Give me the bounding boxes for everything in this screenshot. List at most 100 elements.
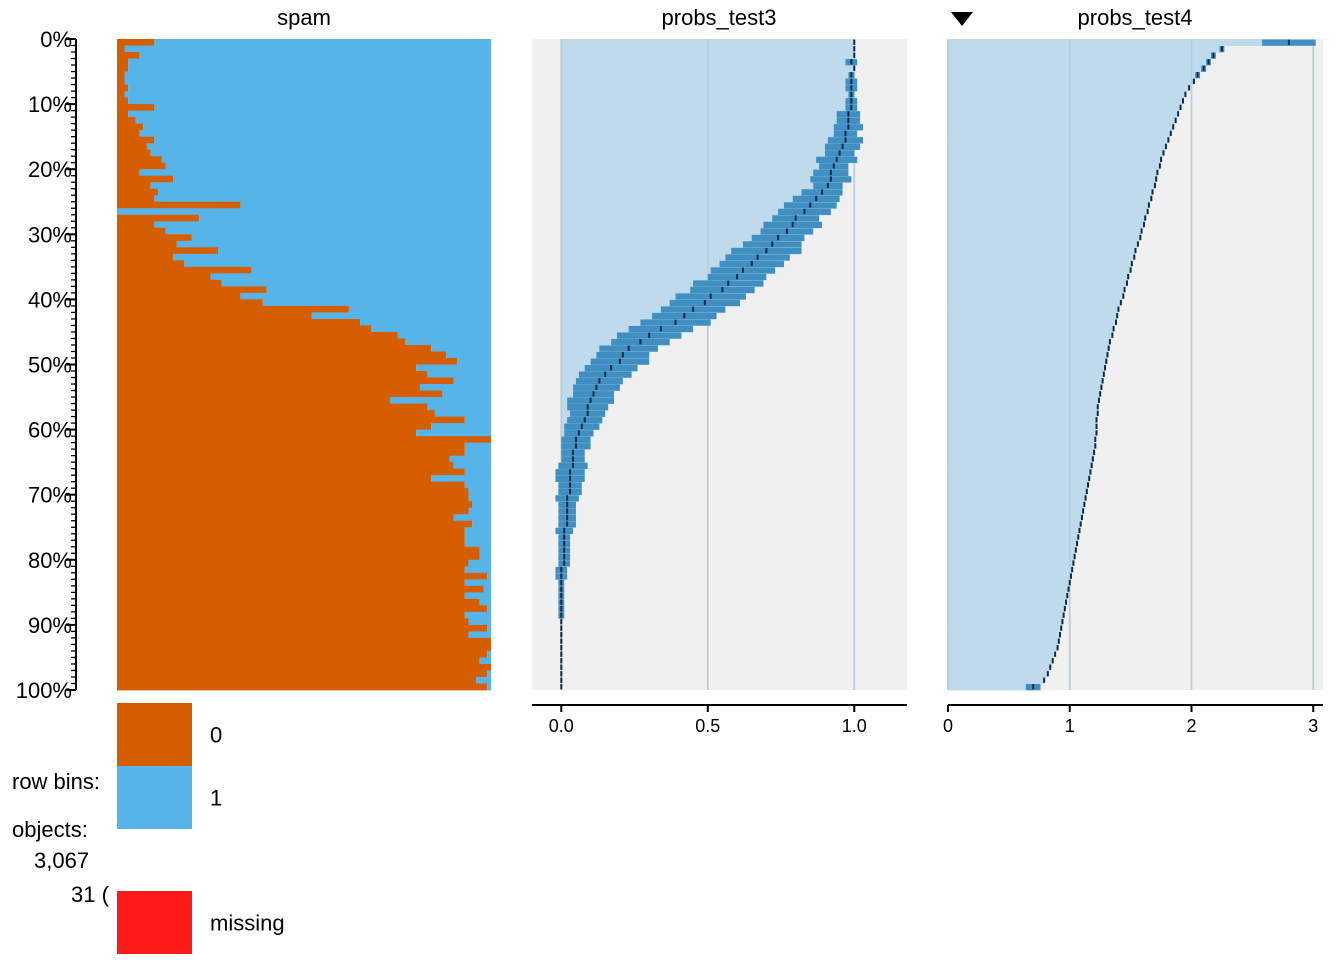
bar-spam-0 — [117, 91, 125, 98]
mean-area — [561, 195, 817, 203]
bar-spam-0 — [117, 501, 473, 509]
bar-spam-1 — [161, 156, 491, 164]
bar-spam-0 — [117, 305, 349, 313]
y-tick-label: 80% — [28, 548, 72, 573]
bar-spam-0 — [117, 416, 465, 424]
bar-spam-1 — [311, 312, 491, 320]
mean-area — [948, 631, 1061, 639]
mean-area — [948, 657, 1053, 665]
mean-area — [561, 188, 823, 196]
mean-area — [948, 670, 1048, 678]
bar-spam-0 — [117, 195, 155, 203]
mean-area — [948, 357, 1107, 365]
bar-spam-1 — [199, 214, 491, 222]
mean-area — [948, 97, 1183, 105]
bar-spam-0 — [117, 449, 465, 457]
bar-spam-1 — [348, 305, 491, 313]
bar-spam-0 — [117, 65, 129, 72]
mean-area — [948, 449, 1095, 457]
bar-spam-0 — [117, 104, 155, 112]
mean-area — [948, 442, 1096, 450]
bar-spam-0 — [117, 247, 218, 255]
bar-spam-1 — [487, 670, 491, 678]
bar-spam-0 — [117, 117, 136, 125]
mean-area — [948, 110, 1179, 118]
y-tick-label: 10% — [28, 92, 72, 117]
mean-area — [948, 540, 1078, 548]
mean-area — [561, 149, 840, 157]
bar-spam-1 — [431, 423, 491, 430]
mean-area — [948, 618, 1063, 626]
y-tick-label: 0% — [40, 27, 72, 52]
bar-spam-1 — [468, 618, 491, 626]
panel-spam — [117, 39, 492, 691]
bar-spam-0 — [117, 299, 263, 307]
mean-area — [561, 117, 849, 125]
bar-spam-0 — [117, 182, 151, 190]
bar-spam-0 — [117, 644, 491, 652]
bar-spam-1 — [442, 390, 491, 398]
mean-area — [561, 175, 831, 183]
panel-titles: spam probs_test3 probs_test4 — [277, 5, 1192, 30]
mean-area — [561, 91, 852, 98]
bar-spam-0 — [117, 260, 185, 268]
bar-spam-1 — [468, 488, 491, 496]
bar-spam-1 — [464, 481, 491, 489]
mean-area — [948, 149, 1164, 157]
mean-area — [948, 130, 1171, 138]
bar-spam-0 — [117, 592, 465, 600]
bar-spam-1 — [404, 338, 491, 346]
bar-spam-1 — [464, 540, 491, 548]
mean-area — [948, 663, 1051, 671]
mean-area — [561, 78, 852, 85]
bar-spam-0 — [117, 78, 125, 85]
bar-spam-0 — [117, 188, 159, 196]
bar-spam-1 — [128, 65, 491, 72]
bar-spam-0 — [117, 436, 491, 444]
mean-area — [948, 136, 1169, 144]
bar-spam-0 — [117, 253, 174, 261]
bar-spam-1 — [476, 676, 491, 684]
mean-area — [561, 266, 743, 274]
bar-spam-0 — [117, 162, 166, 170]
legend-swatch — [117, 766, 192, 829]
bar-spam-1 — [128, 84, 491, 92]
bar-spam-0 — [117, 286, 267, 294]
bar-spam-1 — [176, 240, 491, 248]
bar-spam-0 — [117, 344, 432, 352]
panel-probs-test4: 0 1 2 3 — [943, 39, 1323, 736]
bar-spam-0 — [117, 429, 417, 437]
mean-area — [948, 611, 1064, 619]
bar-spam-1 — [173, 175, 491, 183]
bar-spam-1 — [128, 97, 491, 105]
mean-area — [948, 247, 1136, 255]
mean-area — [948, 384, 1102, 391]
mean-area — [561, 110, 849, 118]
mean-area — [948, 494, 1086, 502]
mean-area — [948, 468, 1091, 476]
bar-spam-0 — [117, 331, 398, 339]
x-tick-label: 0 — [943, 716, 953, 736]
bar-spam-1 — [217, 247, 492, 255]
bar-spam-0 — [117, 546, 480, 554]
mean-area — [948, 650, 1056, 658]
mean-area — [948, 572, 1071, 580]
mean-area — [948, 52, 1214, 59]
mean-area — [948, 592, 1068, 600]
y-axis: 0% 10% 20% 30% 40% 50% 60% 70% 80% 90% 100% — [16, 27, 77, 703]
row-bins-label: row bins: — [12, 769, 101, 794]
bar-spam-0 — [117, 273, 211, 281]
x-tick-label: 1.0 — [842, 716, 867, 736]
bar-spam-1 — [360, 318, 491, 326]
mean-area — [948, 598, 1067, 606]
mean-area — [948, 462, 1092, 470]
y-tick-label: 40% — [28, 287, 72, 312]
bar-spam-0 — [117, 423, 432, 430]
bar-spam-1 — [431, 475, 491, 483]
x-tick-label: 1 — [1065, 716, 1075, 736]
y-tick-label: 20% — [28, 157, 72, 182]
bar-spam-1 — [397, 331, 491, 339]
mean-area — [561, 71, 852, 79]
mean-area — [561, 227, 787, 235]
mean-area — [948, 488, 1087, 496]
